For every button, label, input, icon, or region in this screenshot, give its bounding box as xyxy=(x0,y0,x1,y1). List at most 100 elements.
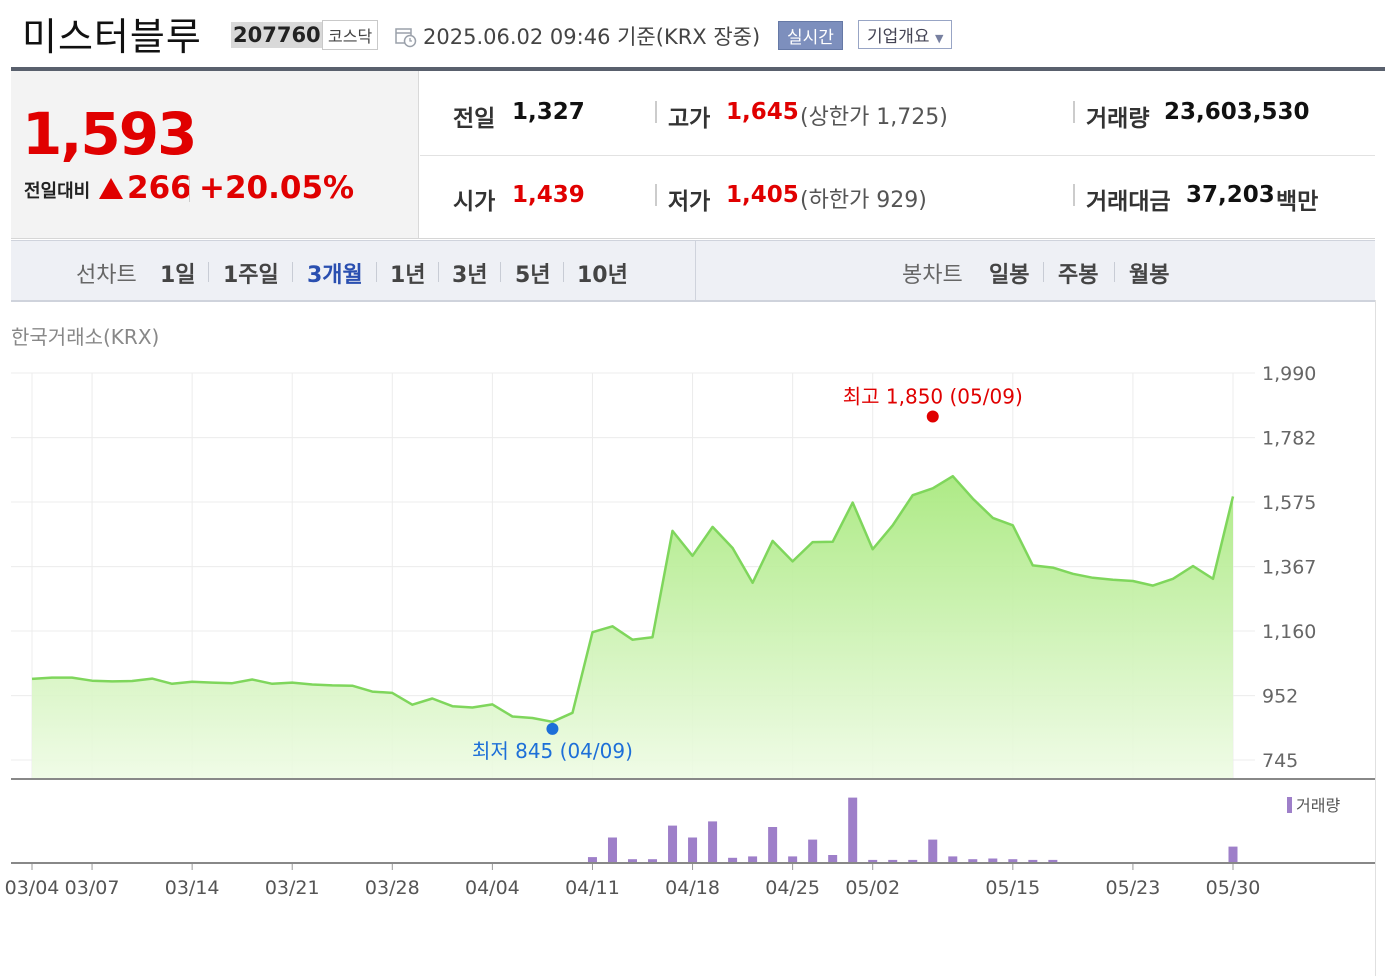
x-tick-label: 03/07 xyxy=(65,877,120,899)
volume-bar xyxy=(968,859,978,862)
open-value: 1,439 xyxy=(512,182,585,208)
period-separator xyxy=(1114,262,1115,282)
period-1d[interactable]: 1일 xyxy=(160,263,196,288)
period-separator xyxy=(1043,262,1044,282)
x-tick-label: 04/18 xyxy=(665,877,720,899)
realtime-button[interactable]: 실시간 xyxy=(778,21,843,50)
volume-bar xyxy=(1028,859,1038,862)
volume-bar xyxy=(928,839,938,862)
prev-close-label: 전일 xyxy=(453,106,496,132)
period-separator xyxy=(376,262,377,282)
volume-bar xyxy=(908,859,918,862)
x-tick-label: 05/23 xyxy=(1106,877,1161,899)
info-separator xyxy=(655,184,657,206)
x-tick-label: 05/02 xyxy=(845,877,900,899)
as-of-timestamp: 2025.06.02 09:46 기준(KRX 장중) xyxy=(423,25,761,49)
y-tick-label: 745 xyxy=(1262,750,1298,772)
change-value: 266 xyxy=(127,170,192,206)
amount-value: 37,203 xyxy=(1186,182,1275,208)
candle-daily[interactable]: 일봉 xyxy=(989,263,1030,288)
x-tick-label: 03/21 xyxy=(265,877,320,899)
period-3m[interactable]: 3개월 xyxy=(307,263,363,288)
volume-bar xyxy=(988,858,998,862)
x-tick-label: 05/15 xyxy=(985,877,1040,899)
period-1y[interactable]: 1년 xyxy=(390,263,426,288)
info-separator xyxy=(1073,101,1075,123)
candle-monthly[interactable]: 월봉 xyxy=(1129,263,1170,288)
current-price: 1,593 xyxy=(22,100,197,168)
prev-close-value: 1,327 xyxy=(512,99,585,125)
x-tick-label: 03/28 xyxy=(365,877,420,899)
y-tick-label: 1,160 xyxy=(1262,621,1316,643)
y-tick-label: 1,575 xyxy=(1262,492,1316,514)
info-separator xyxy=(1073,184,1075,206)
stock-code: 207760 xyxy=(231,22,323,48)
amount-label: 거래대금 xyxy=(1086,189,1171,215)
x-tick-label: 04/04 xyxy=(465,877,520,899)
high-annotation: 최고 1,850 (05/09) xyxy=(843,385,1023,409)
change-separator xyxy=(189,176,190,202)
volume-bar xyxy=(808,839,818,862)
company-overview-dropdown[interactable]: 기업개요 ▼ xyxy=(858,20,953,49)
period-10y[interactable]: 10년 xyxy=(577,263,628,288)
volume-bar xyxy=(668,825,678,862)
period-5y[interactable]: 5년 xyxy=(515,263,551,288)
calendar-clock-icon xyxy=(395,26,417,48)
volume-bar xyxy=(587,857,597,862)
line-chart-label: 선차트 xyxy=(76,263,137,288)
right-border xyxy=(1375,300,1376,976)
volume-bar xyxy=(948,856,958,862)
change-label: 전일대비 xyxy=(24,181,91,202)
period-separator xyxy=(208,262,209,282)
change-percent: +20.05% xyxy=(199,170,355,206)
high-label: 고가 xyxy=(668,106,711,132)
volume-bar xyxy=(888,859,898,862)
candle-weekly[interactable]: 주봉 xyxy=(1058,263,1099,288)
y-tick-label: 1,990 xyxy=(1262,363,1316,385)
volume-bar xyxy=(688,837,698,862)
info-bottom-border xyxy=(11,238,1375,239)
low-annotation: 최저 845 (04/09) xyxy=(472,739,633,763)
volume-bar xyxy=(848,797,858,862)
period-bar-divider xyxy=(695,240,696,300)
high-value: 1,645 xyxy=(726,99,799,125)
info-separator xyxy=(655,101,657,123)
volume-bar xyxy=(1008,859,1018,862)
period-separator xyxy=(292,262,293,282)
upper-limit: (상한가 1,725) xyxy=(800,105,948,130)
header-divider xyxy=(11,67,1385,71)
company-overview-label: 기업개요 xyxy=(867,27,930,47)
price-panel xyxy=(11,71,419,238)
up-triangle-icon xyxy=(99,178,123,199)
volume-bar xyxy=(788,856,798,862)
volume-bar xyxy=(868,859,878,862)
volume-value: 23,603,530 xyxy=(1164,99,1310,125)
x-tick-label: 04/25 xyxy=(765,877,820,899)
low-value: 1,405 xyxy=(726,182,799,208)
volume-legend-swatch xyxy=(1287,797,1292,813)
volume-bar xyxy=(708,821,718,862)
volume-bar xyxy=(768,827,778,862)
volume-legend-label: 거래량 xyxy=(1296,796,1340,815)
stock-name: 미스터블루 xyxy=(22,15,202,59)
period-separator xyxy=(438,262,439,282)
info-row-divider xyxy=(420,155,1375,156)
period-bar xyxy=(11,240,1375,302)
period-3y[interactable]: 3년 xyxy=(452,263,488,288)
y-tick-label: 952 xyxy=(1262,686,1298,708)
volume-bar xyxy=(1228,846,1238,862)
period-separator xyxy=(563,262,564,282)
period-1w[interactable]: 1주일 xyxy=(223,263,279,288)
low-marker xyxy=(546,722,559,735)
x-tick-label: 04/11 xyxy=(565,877,620,899)
volume-label: 거래량 xyxy=(1086,106,1150,132)
lower-limit: (하한가 929) xyxy=(800,188,927,213)
y-tick-label: 1,782 xyxy=(1262,428,1316,450)
volume-bar xyxy=(648,859,658,862)
chevron-down-icon: ▼ xyxy=(934,32,944,45)
volume-bar xyxy=(628,859,637,862)
price-area xyxy=(32,476,1233,778)
data-source: 한국거래소(KRX) xyxy=(11,325,160,349)
volume-bar xyxy=(607,837,617,862)
